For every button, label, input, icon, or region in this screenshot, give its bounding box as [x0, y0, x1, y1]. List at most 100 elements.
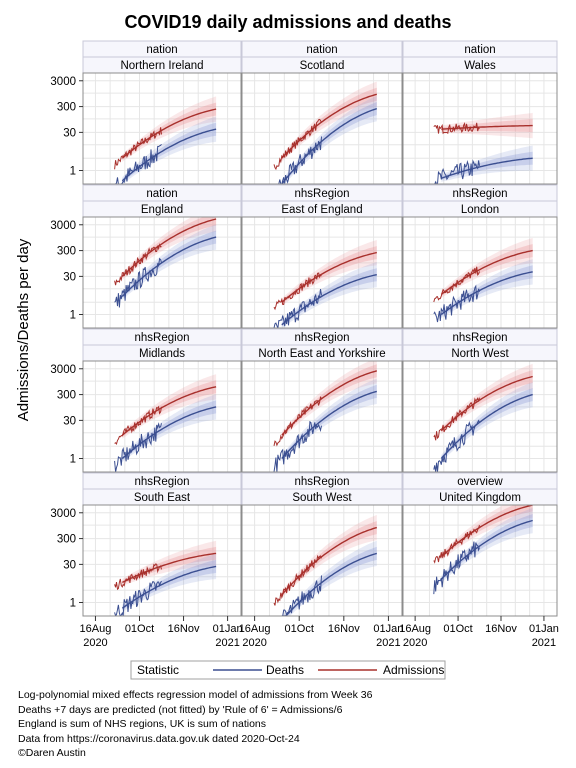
- panel-group-label: nation: [146, 44, 177, 56]
- deaths-band: [122, 230, 217, 299]
- legend-deaths-label: Deaths: [266, 663, 304, 677]
- panel-frame: [241, 72, 403, 185]
- plot-area: [83, 505, 241, 616]
- admissions-band: [122, 380, 217, 438]
- x-tick-year: 2021: [376, 637, 400, 649]
- deaths-band: [281, 96, 377, 184]
- y-tick-label: 3000: [50, 220, 76, 232]
- x-tick-year: 2020: [83, 637, 107, 649]
- x-tick-label: 01Oct: [285, 623, 314, 635]
- deaths-observed-line: [114, 580, 162, 616]
- gridlines: [403, 73, 557, 184]
- panel-group-label: nhsRegion: [453, 332, 508, 344]
- panel-northern-ireland: nation Northern Ireland 1 30 300 3000: [50, 40, 242, 185]
- x-tick-year: 2021: [215, 637, 239, 649]
- deaths-band: [441, 507, 533, 583]
- legend-title: Statistic: [137, 663, 179, 677]
- legend-admissions-label: Admissions: [383, 663, 444, 677]
- admissions-fit-line: [121, 218, 217, 277]
- x-tick-label: 16Nov: [485, 623, 517, 635]
- deaths-band: [281, 384, 377, 461]
- admissions-band: [441, 237, 533, 298]
- deaths-band: [122, 122, 217, 183]
- panel-group-label: nation: [464, 44, 495, 56]
- admissions-observed-line: [433, 397, 480, 441]
- panel-name-label: North West: [451, 348, 509, 360]
- gridlines: [83, 505, 241, 616]
- deaths-observed-line: [274, 136, 322, 184]
- admissions-band: [122, 217, 217, 279]
- plot-area: [403, 505, 557, 616]
- gridlines: [83, 73, 241, 184]
- x-tick-label: 16Aug: [239, 623, 271, 635]
- panel-group-label: overview: [457, 476, 503, 488]
- panel-group-label: nhsRegion: [135, 476, 190, 488]
- admissions-observed-line: [114, 127, 162, 170]
- deaths-band: [281, 268, 377, 327]
- panel-north-west: nhsRegion North West: [402, 328, 558, 473]
- y-axis-label: Admissions/Deaths per day: [15, 238, 32, 421]
- admissions-band: [281, 81, 377, 162]
- panel-group-label: nation: [306, 44, 337, 56]
- admissions-band: [122, 102, 217, 161]
- admissions-observed-line: [433, 122, 480, 135]
- admissions-observed-line: [433, 266, 480, 303]
- panel-name-label: Northern Ireland: [120, 60, 203, 72]
- deaths-observed-line: [114, 257, 162, 308]
- deaths-band: [441, 514, 533, 582]
- panel-group-label: nhsRegion: [295, 476, 350, 488]
- y-tick-label: 3000: [50, 508, 76, 520]
- plot-area: [242, 505, 402, 616]
- panel-group-label: nhsRegion: [295, 188, 350, 200]
- panel-england: nation England 1 30 300 3000: [50, 184, 242, 329]
- y-tick-label: 3000: [50, 364, 76, 376]
- panel-group-label: nhsRegion: [295, 332, 350, 344]
- admissions-band: [441, 505, 533, 559]
- deaths-observed-line: [274, 575, 322, 616]
- admissions-band: [122, 96, 217, 162]
- panel-frame: [402, 360, 558, 473]
- admissions-band: [441, 112, 533, 139]
- admissions-observed-line: [114, 243, 162, 286]
- deaths-observed-line: [273, 289, 322, 328]
- x-tick-label: 01Oct: [443, 623, 472, 635]
- admissions-band: [441, 363, 533, 435]
- y-tick-label: 3000: [50, 76, 76, 88]
- panel-east-of-england: nhsRegion East of England: [241, 184, 403, 329]
- admissions-band: [281, 514, 377, 599]
- panel-frame: [82, 216, 242, 329]
- panel-name-label: Scotland: [300, 60, 345, 72]
- y-tick-label: 300: [57, 102, 76, 114]
- plot-area: [83, 73, 241, 184]
- gridlines: [242, 73, 402, 184]
- panel-name-label: South East: [134, 492, 191, 504]
- y-tick-label: 1: [70, 310, 76, 322]
- admissions-band: [281, 521, 377, 597]
- admissions-observed-line: [114, 563, 162, 591]
- deaths-fit-line: [121, 406, 217, 460]
- panel-name-label: United Kingdom: [439, 492, 521, 504]
- gridlines: [83, 361, 241, 472]
- admissions-band: [441, 119, 533, 133]
- admissions-band: [122, 546, 217, 585]
- y-tick-label: 30: [63, 415, 76, 427]
- panel-group-label: nation: [146, 188, 177, 200]
- panel-frame: [241, 216, 403, 329]
- panel-north-east-and-yorkshire: nhsRegion North East and Yorkshire: [241, 328, 403, 473]
- x-tick-label: 16Nov: [328, 623, 360, 635]
- panel-scotland: nation Scotland: [241, 40, 403, 185]
- x-tick-label: 16Aug: [399, 623, 431, 635]
- y-tick-label: 1: [70, 454, 76, 466]
- x-tick-label: 01Jan: [213, 623, 243, 635]
- admissions-band: [281, 87, 377, 161]
- deaths-observed-line: [433, 541, 480, 595]
- panel-frame: [402, 504, 558, 617]
- plot-area: [403, 73, 557, 184]
- x-tick-year: 2020: [242, 637, 266, 649]
- admissions-band: [441, 370, 533, 433]
- panel-frame: [402, 216, 558, 329]
- admissions-observed-line: [433, 525, 480, 564]
- admissions-observed-line: [273, 554, 322, 606]
- deaths-observed-line: [433, 284, 480, 323]
